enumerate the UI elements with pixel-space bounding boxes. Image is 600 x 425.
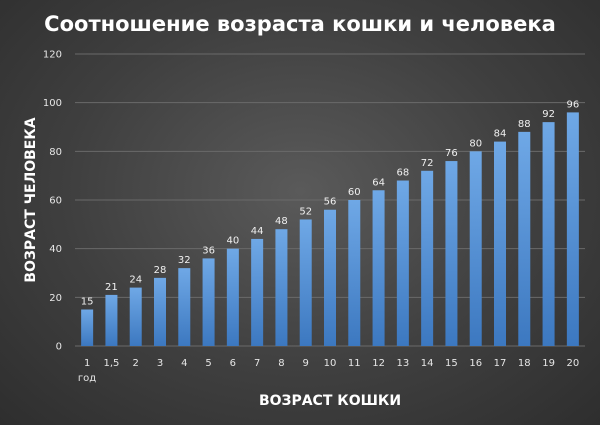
x-tick-label: 18: [518, 358, 531, 369]
bars: [81, 112, 579, 347]
bar: [518, 131, 531, 346]
x-tick-label: 19: [542, 358, 555, 369]
y-tick-label: 0: [56, 342, 62, 353]
bar: [348, 200, 361, 346]
x-tick-label: 7: [254, 358, 260, 369]
bar: [202, 258, 215, 346]
x-tick-label: 2: [133, 358, 139, 369]
bar: [105, 294, 118, 346]
x-tick-label: 3: [157, 358, 163, 369]
data-label: 28: [154, 265, 167, 276]
x-tick-label: 9: [303, 358, 309, 369]
bar: [445, 161, 458, 346]
x-tick-label: 12: [372, 358, 385, 369]
x-tick-label: 10: [324, 358, 337, 369]
data-label: 80: [469, 138, 482, 149]
bar: [178, 268, 191, 346]
data-label: 68: [396, 168, 409, 179]
data-label: 32: [178, 255, 191, 266]
y-tick-label: 40: [49, 244, 62, 255]
x-tick-label: 4: [181, 358, 187, 369]
data-label: 24: [129, 275, 142, 286]
bar: [299, 219, 312, 346]
data-label: 88: [518, 119, 531, 130]
x-tick-sublabel: год: [78, 373, 96, 384]
data-label: 56: [324, 197, 337, 208]
x-tick-label: 8: [278, 358, 284, 369]
data-label: 92: [542, 109, 555, 120]
x-axis-ticks: 1 1,5 2 3 4 5 6 7 8 9 10 11 12 13 14 15 16 17 18 19 20: [84, 358, 579, 369]
x-tick-label: 20: [566, 358, 579, 369]
data-label: 60: [348, 187, 361, 198]
bar: [251, 238, 264, 346]
data-label: 21: [105, 282, 118, 293]
bar: [154, 277, 166, 346]
bar: [324, 209, 336, 346]
y-axis-ticks: 0 20 40 60 80 100 120: [43, 50, 62, 353]
y-tick-label: 20: [49, 293, 62, 304]
y-axis-title: ВОЗРАСТ ЧЕЛОВЕКА: [23, 117, 39, 282]
x-tick-label: 1,5: [103, 358, 119, 369]
bar: [566, 112, 579, 347]
x-tick-label: 6: [230, 358, 236, 369]
x-tick-label: 1: [84, 358, 90, 369]
data-label: 96: [566, 99, 579, 110]
data-labels: 15 21 24 28 32 36 40 44 48 52 56 60 64 68 72 76 80 84 88 92…: [81, 99, 579, 307]
x-axis-title: ВОЗРАСТ КОШКИ: [259, 393, 401, 409]
x-tick-label: 5: [205, 358, 211, 369]
data-label: 48: [275, 216, 288, 227]
bar: [494, 141, 506, 346]
data-label: 44: [251, 226, 264, 237]
data-label: 64: [372, 177, 385, 188]
data-label: 76: [445, 148, 458, 159]
data-label: 36: [202, 245, 215, 256]
bar: [226, 248, 239, 346]
x-tick-label: 11: [348, 358, 361, 369]
bar: [542, 122, 555, 346]
data-label: 84: [494, 129, 507, 140]
x-tick-label: 17: [494, 358, 507, 369]
bar: [275, 229, 288, 346]
y-tick-label: 80: [49, 147, 62, 158]
data-label: 40: [226, 236, 239, 247]
data-label: 52: [299, 206, 312, 217]
y-tick-label: 100: [43, 98, 62, 109]
bar: [421, 170, 434, 346]
y-tick-label: 120: [43, 50, 62, 61]
x-tick-label: 15: [445, 358, 458, 369]
bar: [372, 190, 385, 346]
y-tick-label: 60: [49, 196, 62, 207]
bar: [469, 151, 482, 346]
x-tick-label: 13: [396, 358, 409, 369]
data-label: 72: [421, 158, 434, 169]
x-tick-label: 16: [469, 358, 482, 369]
x-tick-label: 14: [421, 358, 434, 369]
bar: [81, 309, 94, 346]
chart-title: Соотношение возраста кошки и человека: [44, 12, 556, 36]
bar: [129, 287, 142, 346]
data-label: 15: [81, 297, 94, 308]
bar: [396, 180, 409, 346]
